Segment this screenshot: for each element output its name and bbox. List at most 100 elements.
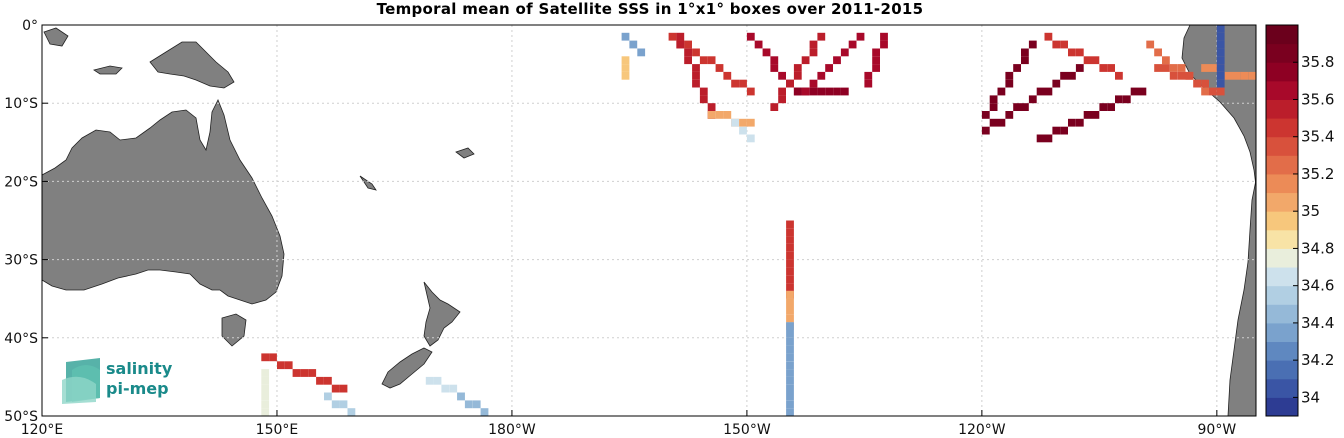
sss-cell	[723, 111, 732, 119]
sss-cell	[1162, 56, 1170, 65]
sss-cell	[1091, 56, 1100, 65]
colorbar-swatch	[1266, 155, 1298, 175]
sss-cell	[1028, 40, 1037, 49]
sss-cell	[997, 87, 1006, 96]
sss-cell	[1060, 126, 1068, 135]
land-indonesia-east	[43, 27, 69, 47]
sss-cell	[1162, 64, 1170, 72]
sss-cell	[786, 384, 794, 393]
sss-cell	[1083, 111, 1092, 119]
colorbar-label: 35.8	[1301, 53, 1334, 71]
sss-cell	[339, 384, 348, 393]
sss-cell	[786, 400, 794, 409]
sss-cell	[472, 400, 481, 409]
sss-cell	[261, 376, 270, 385]
colorbar-swatch	[1266, 304, 1298, 324]
sss-cell	[809, 87, 818, 96]
sss-cell	[786, 267, 794, 276]
sss-cell	[1107, 103, 1115, 111]
sss-cell	[707, 111, 716, 119]
sss-cell	[801, 56, 810, 65]
sss-cell	[1052, 40, 1061, 49]
sss-cell	[684, 56, 692, 65]
sss-cell	[621, 64, 630, 72]
x-tick-label: 120°E	[21, 422, 64, 438]
colorbar-label: 35	[1301, 202, 1320, 220]
sss-cell	[1138, 87, 1147, 96]
sss-cell	[715, 111, 724, 119]
sss-cell	[746, 118, 755, 127]
sss-cell	[754, 40, 763, 49]
sss-cell	[1099, 103, 1108, 111]
sss-cell	[786, 376, 794, 385]
sss-cell	[692, 64, 700, 72]
x-axis-ticks: 120°E 150°E 180°W 150°W 120°W 90°W	[21, 410, 1236, 438]
sss-cell	[872, 64, 880, 72]
sss-cell	[989, 95, 998, 104]
sss-cell	[1216, 71, 1225, 80]
sss-cell	[825, 87, 833, 96]
sss-cell	[817, 32, 826, 41]
sss-cell	[746, 32, 755, 41]
grid-lines	[42, 25, 1256, 416]
sss-cell	[707, 103, 716, 111]
colorbar-swatch	[1266, 360, 1298, 380]
sss-cell	[1201, 87, 1209, 96]
sss-cell	[739, 126, 747, 135]
sss-cell	[1216, 56, 1225, 65]
sss-cell	[433, 376, 442, 385]
y-tick-label: 0°	[22, 18, 38, 34]
sss-cell	[1021, 48, 1029, 57]
sss-cell	[441, 384, 450, 393]
colorbar-label: 34.2	[1301, 351, 1334, 369]
sss-cell	[1052, 79, 1061, 88]
sss-cell	[989, 118, 998, 127]
colorbar-label: 35.6	[1301, 90, 1334, 108]
colorbar-frame	[1265, 24, 1299, 417]
colorbar-swatch	[1266, 378, 1298, 398]
sss-cell	[786, 392, 794, 401]
sss-cell	[308, 369, 317, 377]
sss-cell	[793, 64, 802, 72]
sss-cell	[1216, 48, 1225, 57]
sss-cell	[1216, 25, 1225, 33]
salinity-pi-mep-logo: salinity pi-mep	[62, 358, 173, 404]
colorbar-swatch	[1266, 341, 1298, 361]
colorbar-swatch	[1266, 285, 1298, 305]
y-tick-label: 10°S	[4, 96, 38, 112]
sss-cell	[786, 79, 794, 88]
sss-cell	[1083, 56, 1092, 65]
sss-cell	[723, 71, 732, 80]
sss-cell	[684, 40, 692, 49]
land-new-guinea	[149, 41, 235, 89]
colorbar-swatch	[1266, 43, 1298, 63]
x-tick-label: 120°W	[958, 422, 1006, 438]
sss-cell	[786, 236, 794, 244]
sss-cell	[684, 48, 692, 57]
sss-cell	[457, 392, 465, 401]
colorbar-swatch	[1266, 192, 1298, 212]
sss-cell	[1130, 87, 1139, 96]
sss-cell	[739, 79, 747, 88]
sss-cell	[699, 56, 708, 65]
sss-cell	[707, 56, 716, 65]
sss-cell	[261, 400, 270, 409]
sss-cell	[1216, 87, 1225, 96]
sss-cell	[1091, 111, 1100, 119]
sss-cell	[261, 369, 270, 377]
sss-cell	[692, 71, 700, 80]
sss-cell	[629, 40, 638, 49]
sss-cell	[1240, 71, 1249, 80]
sss-cell	[449, 384, 458, 393]
sss-cell	[880, 40, 888, 49]
sss-cell	[786, 353, 794, 362]
sss-cell	[464, 400, 473, 409]
sss-cell	[269, 353, 277, 362]
y-tick-label: 40°S	[4, 331, 38, 347]
sss-cell	[699, 87, 708, 96]
colorbar-label: 34.6	[1301, 277, 1334, 295]
sss-cell	[746, 134, 755, 143]
colorbar-label: 34.4	[1301, 314, 1334, 332]
sss-cell	[292, 369, 301, 377]
y-tick-label: 50°S	[4, 409, 38, 425]
